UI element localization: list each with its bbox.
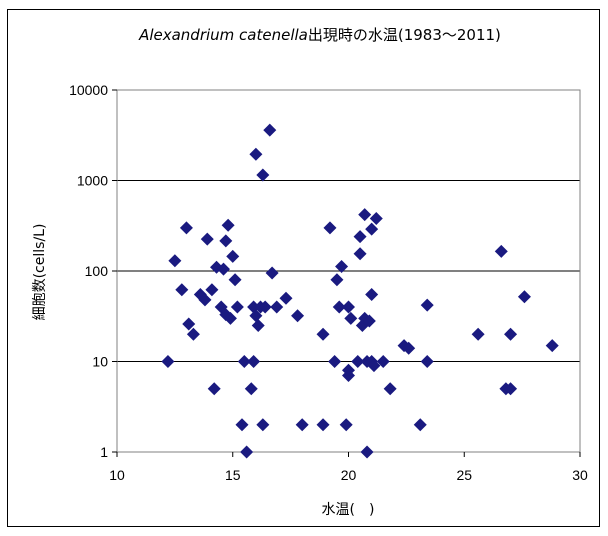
data-point-marker [504, 382, 518, 396]
data-point-marker [383, 382, 397, 396]
data-point-marker [365, 287, 379, 301]
data-point-marker [279, 291, 293, 305]
data-point-marker [342, 369, 355, 383]
data-point-marker [365, 222, 379, 236]
data-point-marker [420, 298, 434, 312]
data-point-marker [367, 359, 381, 373]
data-point-marker [249, 147, 263, 161]
data-point-marker [339, 418, 353, 432]
data-point-marker [230, 300, 244, 314]
y-tick-label: 100 [85, 263, 109, 279]
data-point-marker [332, 300, 346, 314]
data-point-marker [175, 283, 189, 297]
data-point-marker [471, 327, 485, 341]
y-tick-label: 10 [92, 354, 108, 370]
x-tick-label: 20 [341, 467, 357, 483]
data-point-marker [353, 230, 367, 244]
x-tick-label: 25 [456, 467, 472, 483]
data-point-marker [161, 355, 175, 368]
data-point-marker [330, 273, 344, 287]
data-point-marker [256, 418, 270, 432]
data-point-marker [351, 355, 365, 368]
data-point-marker [200, 232, 214, 246]
data-point-marker [295, 418, 309, 432]
y-axis-title: 細胞数(cells/L) [32, 224, 48, 321]
data-point-marker [186, 327, 200, 341]
y-axis-ticks: 1 10 100 1000 10000 [69, 82, 117, 460]
data-point-marker [198, 293, 212, 307]
data-point-marker [344, 311, 358, 325]
data-point-marker [249, 309, 263, 323]
x-tick-label: 10 [109, 467, 125, 483]
data-point-marker [240, 445, 254, 459]
y-tick-label: 1000 [77, 173, 108, 189]
data-point-marker [402, 341, 416, 355]
data-point-marker [221, 218, 235, 232]
data-point-marker [270, 300, 284, 314]
grid-lines [117, 89, 580, 453]
data-point-marker [504, 327, 518, 341]
data-point-marker [265, 266, 279, 280]
data-point-marker [182, 317, 196, 331]
chart-title-rest: 出現時の水温(1983～2011) [308, 26, 501, 44]
data-point-marker [316, 327, 330, 341]
x-tick-label: 15 [225, 467, 241, 483]
data-point-marker [335, 260, 349, 274]
data-point-marker [323, 221, 337, 235]
data-point-marker [226, 249, 240, 263]
data-point-marker [328, 355, 342, 368]
data-point-marker [223, 311, 237, 325]
data-point-marker [353, 247, 367, 261]
data-point-marker [342, 300, 355, 314]
data-point-marker [360, 445, 374, 459]
data-point-marker [235, 418, 249, 432]
x-axis-title: 水温( ) [322, 502, 375, 518]
data-point-marker [362, 314, 376, 328]
data-point-marker [205, 283, 219, 297]
data-point-marker [251, 318, 265, 332]
chart-frame [7, 9, 600, 527]
data-point-marker [258, 300, 272, 314]
data-point-marker [256, 168, 270, 182]
data-point-marker [316, 418, 330, 432]
data-point-marker [207, 382, 221, 396]
chart-title-species: Alexandrium catenella [138, 26, 308, 44]
chart-title: Alexandrium catenella出現時の水温(1983～2011) [138, 26, 501, 44]
data-point-marker [168, 254, 182, 268]
data-point-marker [420, 355, 434, 368]
y-tick-label: 1 [100, 444, 108, 460]
data-point-marker [216, 262, 230, 276]
data-point-marker [228, 273, 242, 287]
data-points [161, 123, 559, 459]
y-tick-label: 10000 [69, 82, 108, 98]
data-point-marker [358, 208, 372, 222]
data-point-marker [179, 221, 193, 235]
data-point-marker [247, 355, 261, 368]
data-point-marker [244, 382, 258, 396]
data-point-marker [413, 418, 427, 432]
x-axis-ticks: 10 15 20 25 30 [109, 452, 588, 483]
data-point-marker [369, 212, 383, 226]
data-point-marker [494, 244, 508, 258]
data-point-marker [517, 290, 531, 304]
data-point-marker [219, 234, 233, 248]
data-point-marker [545, 339, 559, 353]
x-tick-label: 30 [572, 467, 588, 483]
data-point-marker [291, 309, 305, 323]
data-point-marker [237, 355, 251, 368]
data-point-marker [376, 355, 390, 368]
data-point-marker [263, 123, 277, 137]
